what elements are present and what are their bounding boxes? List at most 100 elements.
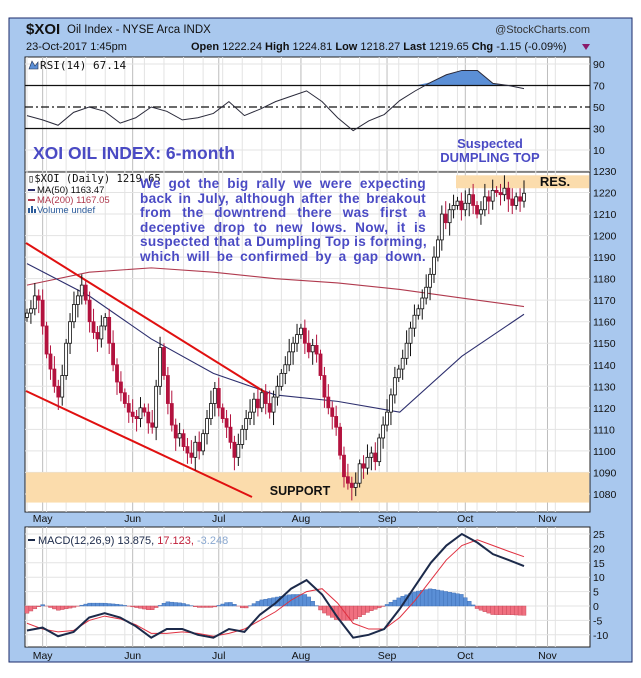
candle-body bbox=[275, 385, 280, 398]
candle-body bbox=[432, 256, 436, 275]
candle bbox=[122, 388, 127, 408]
candle-body bbox=[502, 187, 507, 196]
candle bbox=[302, 319, 307, 355]
macd-histogram-bar bbox=[267, 598, 272, 607]
candle-body bbox=[173, 424, 178, 439]
price-axis-tick: 1200 bbox=[593, 231, 617, 243]
candle-body bbox=[252, 398, 256, 413]
candle bbox=[455, 196, 460, 210]
candle-body bbox=[381, 424, 386, 439]
macd-histogram-bar bbox=[373, 605, 378, 610]
candle bbox=[494, 186, 499, 197]
open-label: Open bbox=[191, 41, 219, 53]
macd-histogram-bar bbox=[447, 592, 452, 607]
candle bbox=[130, 399, 135, 423]
macd-histogram-bar bbox=[474, 605, 480, 609]
macd-date-axis-tick: Oct bbox=[457, 650, 473, 662]
macd-histogram-bar bbox=[365, 605, 370, 613]
candle-body bbox=[79, 284, 84, 297]
macd-histogram-bar bbox=[243, 605, 249, 609]
candle-body bbox=[267, 403, 272, 413]
candle bbox=[165, 366, 170, 415]
macd-date-axis-tick: Jun bbox=[124, 650, 141, 662]
candle bbox=[475, 201, 479, 219]
candle bbox=[349, 476, 354, 501]
candle bbox=[201, 429, 206, 456]
volume-icon bbox=[28, 206, 36, 213]
candle bbox=[451, 194, 456, 219]
candle-body bbox=[424, 286, 429, 299]
candle bbox=[169, 390, 174, 432]
candle bbox=[91, 308, 96, 339]
downtrend-lower-line bbox=[25, 390, 253, 498]
candle bbox=[498, 183, 503, 206]
macd-histogram-bar bbox=[353, 605, 358, 620]
last-label: Last bbox=[403, 41, 426, 53]
candle bbox=[64, 338, 69, 380]
candle bbox=[193, 435, 198, 471]
price-legend: ▯$XOI (Daily) 1219.65 bbox=[28, 173, 161, 185]
candle-body bbox=[490, 189, 495, 202]
candle-body bbox=[291, 342, 296, 353]
candle-body bbox=[29, 308, 33, 314]
note-line: which will be confirmed by a gap down. bbox=[140, 248, 426, 264]
date-axis-tick: May bbox=[33, 513, 54, 525]
macd-histogram-bar bbox=[185, 604, 190, 607]
candle bbox=[283, 356, 288, 385]
candle bbox=[361, 455, 366, 479]
macd-histogram-bar bbox=[490, 605, 495, 615]
note-line: back in July, although after the breakou… bbox=[140, 190, 426, 206]
macd-histogram-bar bbox=[302, 594, 308, 607]
macd-histogram-bar bbox=[103, 602, 108, 607]
candle-body bbox=[416, 308, 421, 316]
price-axis-tick: 1100 bbox=[593, 446, 616, 458]
candle-body bbox=[365, 456, 370, 469]
candle-body bbox=[130, 411, 135, 417]
price-axis-tick: 1180 bbox=[593, 274, 616, 286]
rsi-line bbox=[26, 69, 525, 132]
candle bbox=[412, 304, 417, 337]
macd-histogram-bar bbox=[251, 603, 257, 607]
candle bbox=[467, 188, 472, 217]
macd-histogram-bar bbox=[517, 605, 523, 616]
candle-body bbox=[68, 321, 72, 344]
macd-date-axis-tick: Jul bbox=[212, 650, 225, 662]
price-axis-tick: 1170 bbox=[593, 295, 616, 307]
candle-body bbox=[353, 482, 358, 488]
candle bbox=[518, 188, 522, 212]
resistance-zone bbox=[456, 175, 589, 189]
macd-histogram-bar bbox=[388, 602, 394, 607]
price-series bbox=[25, 175, 526, 501]
macd-histogram-bar bbox=[318, 605, 323, 611]
macd-histogram-bar bbox=[255, 601, 261, 607]
macd-histogram-bar bbox=[153, 605, 159, 608]
candle bbox=[68, 313, 72, 355]
candle bbox=[432, 246, 436, 283]
candle bbox=[345, 463, 350, 490]
candle bbox=[392, 366, 397, 404]
macd-histogram-bar bbox=[157, 605, 163, 607]
price-axis-tick: 1080 bbox=[593, 489, 617, 501]
date-axis-tick: Aug bbox=[292, 513, 311, 525]
price-axis-tick: 1130 bbox=[593, 381, 616, 393]
macd-histogram-bar bbox=[130, 605, 135, 608]
candle bbox=[115, 358, 119, 395]
candle-body bbox=[283, 364, 288, 374]
candle bbox=[103, 313, 108, 331]
candle-body bbox=[522, 192, 526, 202]
chg-value: -1.15 (-0.09%) bbox=[496, 41, 566, 53]
candle-body bbox=[482, 196, 487, 211]
candle bbox=[40, 289, 45, 335]
dumpling-label-1: Suspected bbox=[457, 136, 523, 151]
candle-body bbox=[56, 385, 61, 398]
candle bbox=[463, 190, 468, 217]
date-axis-tick: Nov bbox=[538, 513, 557, 525]
candle bbox=[111, 330, 115, 372]
candle bbox=[408, 321, 413, 357]
candle-body bbox=[467, 194, 472, 204]
macd-histogram-bar bbox=[169, 601, 174, 607]
macd-histogram-bar bbox=[60, 605, 65, 610]
candle-body bbox=[306, 342, 311, 353]
macd-histogram-bar bbox=[208, 605, 214, 608]
candle-body bbox=[498, 192, 503, 196]
